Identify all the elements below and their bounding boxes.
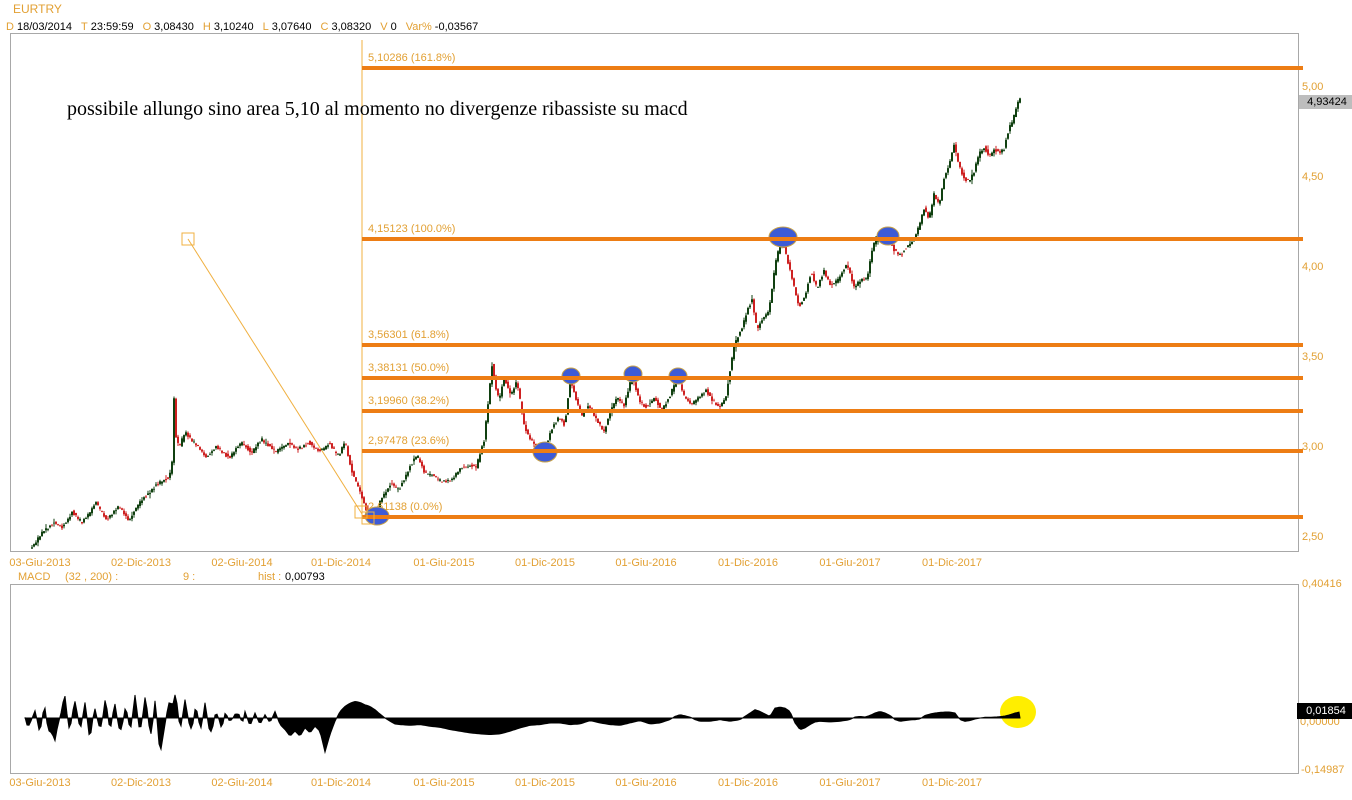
ohlc-field-l: L 3,07640 xyxy=(262,21,312,33)
macd-hist-value: 0,00793 xyxy=(285,571,325,583)
date-tick: 01-Dic-2014 xyxy=(311,777,371,789)
date-tick: 03-Giu-2013 xyxy=(9,557,71,569)
price-tick-2,50: 2,50 xyxy=(1302,531,1324,544)
date-tick: 01-Dic-2017 xyxy=(922,777,982,789)
price-tick-4,00: 4,00 xyxy=(1302,260,1324,273)
symbol-title: EURTRY xyxy=(13,2,62,16)
date-tick: 02-Dic-2013 xyxy=(111,557,171,569)
fib-level-label: 2,97478 (23.6%) xyxy=(368,435,450,448)
macd-signal-param: 9 : xyxy=(183,571,196,583)
date-tick: 03-Giu-2013 xyxy=(9,777,71,789)
macd-axis-max: 0,40416 xyxy=(1302,578,1342,590)
date-tick: 01-Dic-2016 xyxy=(718,557,778,569)
ohlc-field-t: T 23:59:59 xyxy=(81,21,134,33)
candle-wicks-dn xyxy=(51,142,1001,530)
analyst-annotation: possibile allungo sino area 5,10 al mome… xyxy=(67,98,688,120)
price-tick-4,50: 4,50 xyxy=(1302,170,1324,183)
fib-level-label: 3,19960 (38.2%) xyxy=(368,394,450,407)
fib-level-line[interactable] xyxy=(362,376,1303,381)
fib-level-label: 3,56301 (61.8%) xyxy=(368,329,450,342)
current-price-badge: 4,93424 xyxy=(1299,95,1352,109)
date-tick: 01-Giu-2015 xyxy=(413,777,475,789)
fib-level-line[interactable] xyxy=(362,65,1303,70)
macd-indicator-name: MACD xyxy=(18,571,51,583)
date-tick: 01-Dic-2014 xyxy=(311,557,371,569)
date-tick: 02-Dic-2013 xyxy=(111,777,171,789)
fib-level-line[interactable] xyxy=(362,408,1303,413)
price-chart-panel[interactable] xyxy=(10,33,1299,552)
ohlc-field-var: Var% -0,03567 xyxy=(405,21,479,33)
fib-level-label: 5,10286 (161.8%) xyxy=(368,51,456,64)
fib-level-label: 4,15123 (100.0%) xyxy=(368,223,456,236)
macd-params: (32 , 200) : xyxy=(65,571,119,583)
macd-current-value-badge: 0,01854 xyxy=(1297,703,1352,719)
date-tick: 01-Giu-2015 xyxy=(413,557,475,569)
ohlc-field-o: O 3,08430 xyxy=(142,21,194,33)
candle-bodies-up xyxy=(31,98,1021,549)
date-tick: 02-Giu-2014 xyxy=(211,557,273,569)
macd-hist-label: hist : xyxy=(258,571,282,583)
date-tick: 01-Giu-2017 xyxy=(819,777,881,789)
macd-axis-min: -0,14987 xyxy=(1301,764,1345,776)
price-tick-3,00: 3,00 xyxy=(1302,440,1324,453)
date-tick: 01-Dic-2016 xyxy=(718,777,778,789)
ohlc-field-h: H 3,10240 xyxy=(202,21,254,33)
fib-level-line[interactable] xyxy=(362,237,1303,242)
macd-panel[interactable] xyxy=(10,584,1299,774)
fib-level-line[interactable] xyxy=(362,449,1303,454)
price-tick-3,50: 3,50 xyxy=(1302,350,1324,363)
ohlc-info-row: D 18/03/2014 T 23:59:59 O 3,08430 H 3,10240 L 3,0… xyxy=(6,17,487,35)
date-tick: 01-Dic-2017 xyxy=(922,557,982,569)
date-tick: 01-Giu-2016 xyxy=(615,557,677,569)
ohlc-field-d: D 18/03/2014 xyxy=(6,21,73,33)
date-tick: 01-Giu-2017 xyxy=(819,557,881,569)
candle-wicks-up xyxy=(31,97,1021,549)
fib-level-line[interactable] xyxy=(362,514,1303,519)
price-tick-5,00: 5,00 xyxy=(1302,80,1324,93)
date-tick: 01-Giu-2016 xyxy=(615,777,677,789)
ohlc-field-c: C 3,08320 xyxy=(320,21,372,33)
fib-level-line[interactable] xyxy=(362,343,1303,348)
fib-level-label: 2,61138 (0.0%) xyxy=(368,500,443,513)
candle-bodies-dn xyxy=(51,144,1001,529)
macd-axis-zero: 0,00000 xyxy=(1300,716,1340,728)
fib-level-label: 3,38131 (50.0%) xyxy=(368,362,450,375)
date-tick: 01-Dic-2015 xyxy=(515,777,575,789)
macd-histogram-chart xyxy=(24,694,1036,755)
date-tick: 02-Giu-2014 xyxy=(211,777,273,789)
macd-histogram-series xyxy=(24,694,1021,755)
date-tick: 01-Dic-2015 xyxy=(515,557,575,569)
